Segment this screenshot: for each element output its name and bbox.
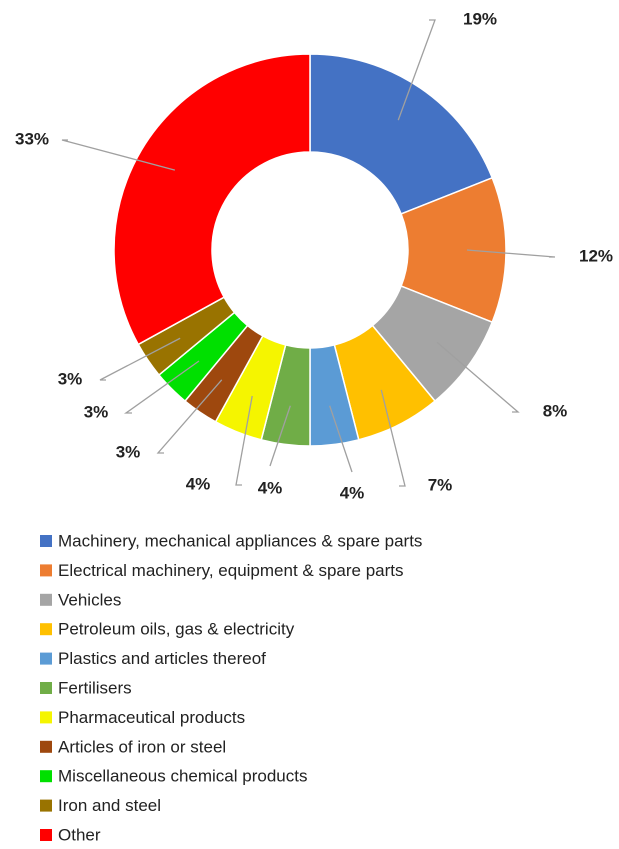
- leader-line: [436, 341, 520, 413]
- leader-line: [380, 389, 406, 487]
- data-label: 3%: [84, 402, 109, 421]
- legend-swatch: [40, 652, 52, 665]
- legend-swatch: [40, 682, 52, 694]
- leader-line: [466, 249, 556, 258]
- legend-label: Iron and steel: [58, 796, 161, 815]
- data-label: 33%: [15, 129, 49, 148]
- data-label: 3%: [58, 369, 83, 388]
- legend-label: Pharmaceutical products: [58, 708, 245, 727]
- legend-swatch: [40, 593, 52, 606]
- data-label: 19%: [463, 9, 497, 28]
- data-label: 3%: [116, 442, 141, 461]
- legend-label: Electrical machinery, equipment & spare …: [58, 561, 404, 580]
- legend-swatch: [40, 711, 52, 724]
- legend-label: Plastics and articles thereof: [58, 649, 266, 668]
- leader-line: [156, 379, 223, 454]
- legend-label: Miscellaneous chemical products: [58, 767, 307, 786]
- data-label: 4%: [186, 474, 211, 493]
- donut-slice: [309, 53, 494, 215]
- legend-swatch: [40, 740, 52, 753]
- legend-swatch: [40, 623, 52, 636]
- legend-swatch: [40, 829, 52, 841]
- data-label: 7%: [428, 475, 453, 494]
- data-label: 4%: [340, 483, 365, 502]
- leader-line: [61, 139, 176, 171]
- data-label: 12%: [579, 246, 613, 265]
- donut-slice: [113, 53, 311, 346]
- legend-label: Articles of iron or steel: [58, 737, 226, 756]
- legend-swatch: [40, 535, 52, 547]
- legend-label: Petroleum oils, gas & electricity: [58, 620, 295, 639]
- data-label: 8%: [543, 401, 568, 420]
- leader-line: [329, 405, 353, 473]
- legend-label: Other: [58, 825, 101, 844]
- legend-label: Fertilisers: [58, 678, 132, 697]
- leader-line: [123, 360, 200, 414]
- leader-line: [397, 19, 436, 121]
- legend-label: Machinery, mechanical appliances & spare…: [58, 531, 422, 550]
- leader-line: [269, 405, 291, 467]
- legend-label: Vehicles: [58, 590, 121, 609]
- legend-swatch: [40, 770, 52, 783]
- data-label: 4%: [258, 478, 283, 497]
- leader-line: [99, 337, 181, 381]
- legend-swatch: [40, 564, 52, 577]
- leader-line: [235, 395, 253, 486]
- legend-swatch: [40, 799, 52, 812]
